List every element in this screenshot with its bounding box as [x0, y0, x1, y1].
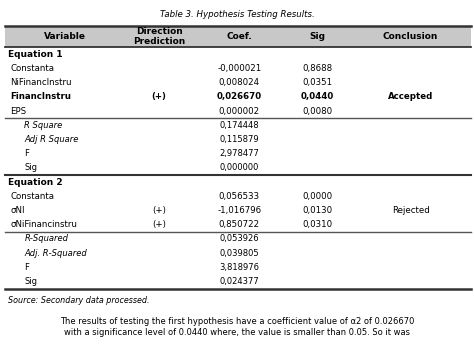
Text: Adj R Square: Adj R Square: [24, 135, 79, 144]
Text: 0,0351: 0,0351: [302, 78, 332, 87]
Text: (+): (+): [152, 92, 166, 101]
Text: Source: Secondary data processed.: Source: Secondary data processed.: [8, 296, 149, 305]
Text: Equation 2: Equation 2: [8, 178, 63, 187]
Text: 0,0310: 0,0310: [302, 220, 332, 229]
Text: Table 3. Hypothesis Testing Results.: Table 3. Hypothesis Testing Results.: [160, 10, 314, 19]
Text: Accepted: Accepted: [388, 92, 433, 101]
Text: FinancInstru: FinancInstru: [10, 92, 71, 101]
Text: Sig: Sig: [24, 277, 37, 286]
Text: 0,8688: 0,8688: [302, 64, 332, 73]
Text: R Square: R Square: [24, 121, 63, 130]
Text: 0,000002: 0,000002: [219, 107, 260, 116]
Text: 0,056533: 0,056533: [219, 192, 260, 201]
Text: Adj. R-Squared: Adj. R-Squared: [24, 248, 87, 257]
Text: 0,053926: 0,053926: [219, 234, 259, 243]
Text: Coef.: Coef.: [227, 32, 252, 41]
Text: 0,000000: 0,000000: [219, 163, 259, 172]
Text: -0,000021: -0,000021: [217, 64, 262, 73]
Text: The results of testing the first hypothesis have a coefficient value of α2 of 0.: The results of testing the first hypothe…: [60, 317, 414, 337]
Text: Sig: Sig: [310, 32, 325, 41]
Text: 0,0440: 0,0440: [301, 92, 334, 101]
Text: 0,0000: 0,0000: [302, 192, 332, 201]
Text: R-Squared: R-Squared: [24, 234, 68, 243]
Text: 0,174448: 0,174448: [219, 121, 259, 130]
Text: Sig: Sig: [24, 163, 37, 172]
Text: σNiFinancinstru: σNiFinancinstru: [10, 220, 77, 229]
Text: (+): (+): [152, 206, 166, 215]
Text: 0,039805: 0,039805: [219, 248, 259, 257]
Bar: [5, 26, 471, 47]
Text: (+): (+): [152, 220, 166, 229]
Text: σNI: σNI: [10, 206, 25, 215]
Text: 0,0080: 0,0080: [302, 107, 332, 116]
Text: Variable: Variable: [44, 32, 85, 41]
Text: 0,008024: 0,008024: [219, 78, 260, 87]
Text: 0,026670: 0,026670: [217, 92, 262, 101]
Text: 0,850722: 0,850722: [219, 220, 260, 229]
Text: 2,978477: 2,978477: [219, 149, 259, 158]
Text: F: F: [24, 149, 29, 158]
Text: Direction
Prediction: Direction Prediction: [133, 27, 185, 46]
Text: Rejected: Rejected: [392, 206, 429, 215]
Text: 0,0130: 0,0130: [302, 206, 332, 215]
Text: NiFinancInstru: NiFinancInstru: [10, 78, 72, 87]
Text: -1,016796: -1,016796: [217, 206, 262, 215]
Text: Equation 1: Equation 1: [8, 50, 63, 59]
Text: 3,818976: 3,818976: [219, 263, 259, 272]
Text: F: F: [24, 263, 29, 272]
Text: Conclusion: Conclusion: [383, 32, 438, 41]
Text: EPS: EPS: [10, 107, 26, 116]
Text: 0,024377: 0,024377: [219, 277, 259, 286]
Text: Constanta: Constanta: [10, 64, 54, 73]
Text: 0,115879: 0,115879: [219, 135, 259, 144]
Text: Constanta: Constanta: [10, 192, 54, 201]
